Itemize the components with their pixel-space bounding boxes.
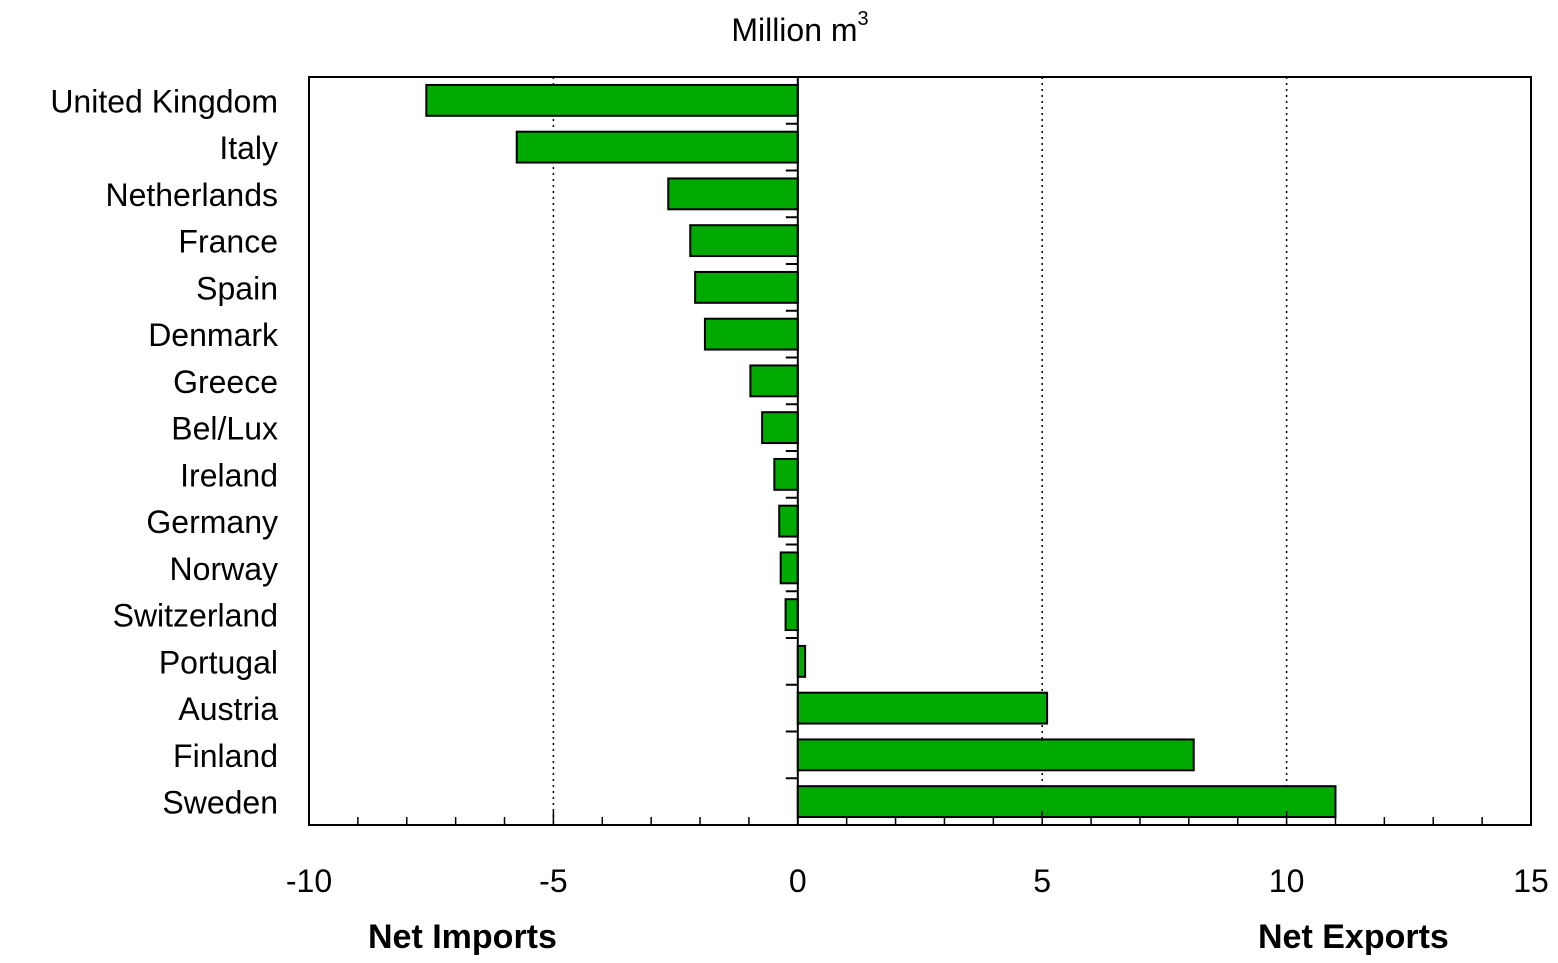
x-tick-label: 0 [789,863,807,899]
bar [667,177,799,211]
bar [773,457,799,491]
x-tick-label: 15 [1513,863,1549,899]
category-label: Finland [173,738,278,774]
x-tick-label: -5 [539,863,567,899]
category-label: Norway [170,551,278,587]
plot-frame [308,76,1532,826]
category-label: Switzerland [113,598,278,634]
category-label: Bel/Lux [171,411,278,447]
bar [689,224,799,258]
bar [515,130,799,164]
bar [779,551,799,585]
bar [784,598,799,632]
category-label: United Kingdom [50,83,278,119]
category-label: Portugal [159,644,278,680]
category-label: Ireland [180,457,278,493]
net-exports-caption: Net Exports [1258,918,1449,956]
x-tick-label: -10 [286,863,332,899]
bar [796,785,1337,819]
bar [694,270,799,304]
chart-title-text: Million m [731,12,858,48]
chart-title-superscript: 3 [857,8,869,31]
category-label: Austria [178,691,278,727]
chart-title: Million m3 [0,8,1558,49]
category-label: Sweden [162,785,278,821]
category-label: Germany [146,504,278,540]
x-tick-label: 10 [1269,863,1305,899]
x-tick-label: 5 [1033,863,1051,899]
bar [778,504,799,538]
category-label: Netherlands [105,177,278,213]
category-label: France [178,224,278,260]
category-label: Spain [196,270,278,306]
bar [761,411,799,445]
category-label: Greece [173,364,278,400]
bar [796,691,1049,725]
bar [796,738,1195,772]
bar [749,364,799,398]
bar [796,644,807,678]
category-label: Denmark [148,317,279,353]
bar [425,83,799,117]
category-label: Italy [219,130,278,166]
bar [703,317,799,351]
net-imports-caption: Net Imports [368,918,557,956]
